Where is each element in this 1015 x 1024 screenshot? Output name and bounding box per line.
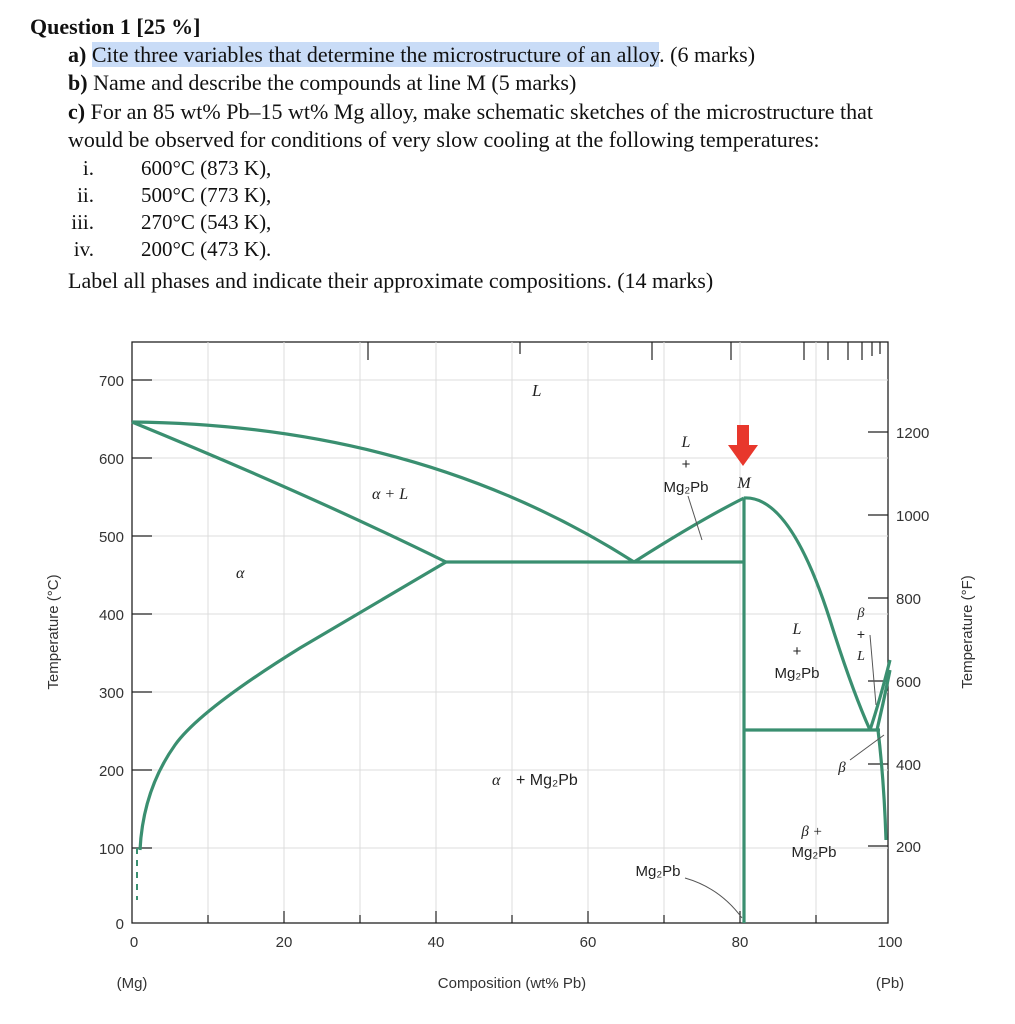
x-left-end-label: (Mg): [117, 975, 148, 992]
label-alpha: α: [236, 565, 245, 582]
liquidus-beta: [868, 659, 892, 731]
liquidus-mg2pb-left: [633, 496, 745, 564]
y-tick-600: 600: [99, 451, 124, 468]
temp-num-2: ii.: [77, 183, 94, 207]
liquidus-mg2pb-right: [743, 496, 872, 731]
leader-mg2pb-upper: [687, 495, 703, 541]
y-tick-400: 400: [99, 607, 124, 624]
y-right-tick-800: 800: [896, 591, 921, 608]
label-liquid: L: [531, 381, 541, 400]
temp-item-3: 270°C (543 K),: [141, 210, 272, 234]
solvus-alpha: [138, 560, 447, 851]
y-tick-0: 0: [116, 916, 124, 933]
temp-item-1: 600°C (873 K),: [141, 156, 272, 180]
x-axis-title: Composition (wt% Pb): [438, 975, 586, 992]
label-l-right: L: [792, 621, 802, 638]
y-tick-500: 500: [99, 529, 124, 546]
x-tick-0: 0: [130, 934, 138, 951]
label-beta-plus: β +: [800, 824, 822, 840]
y-right-axis-title: Temperature (°F): [959, 575, 976, 689]
temp-num-4: iv.: [73, 237, 94, 261]
part-a-highlighted-text: Cite three variables that determine the …: [91, 42, 660, 67]
gridlines: [132, 342, 888, 923]
phase-boundaries: [131, 420, 892, 923]
label-l-upper: L: [681, 434, 691, 451]
leader-beta-l: [869, 634, 877, 706]
y-right-tick-1000: 1000: [896, 508, 929, 525]
solidus-beta: [875, 669, 892, 731]
part-a-label: a): [68, 42, 87, 67]
y-tick-200: 200: [99, 763, 124, 780]
x-tick-40: 40: [428, 934, 445, 951]
part-b-label: b): [68, 70, 88, 95]
x-tick-80: 80: [732, 934, 749, 951]
phase-diagram: 700 600 500 400 300 200 100 0 1200 1000 …: [45, 341, 976, 992]
part-c-line-2: would be observed for conditions of very…: [68, 127, 820, 152]
region-labels: L α + L α L + Mg₂Pb M α + Mg₂Pb Mg₂Pb L …: [236, 381, 865, 880]
x-tick-labels: 0 20 40 60 80 100: [130, 934, 903, 951]
part-a-rest: . (6 marks): [659, 42, 756, 67]
label-plus-upper: +: [682, 456, 691, 473]
temp-num-1: i.: [82, 156, 94, 180]
x-tick-20: 20: [276, 934, 293, 951]
liquidus-left: [131, 420, 635, 564]
leader-mg2pb-line: [684, 877, 743, 919]
label-mg2pb-right: Mg₂Pb: [774, 665, 819, 682]
x-tick-100: 100: [877, 934, 902, 951]
part-c-text-1: For an 85 wt% Pb–15 wt% Mg alloy, make s…: [90, 99, 874, 124]
label-beta-mg2pb: Mg₂Pb: [791, 844, 836, 861]
label-beta: β: [837, 760, 846, 776]
label-beta-l-plus: +: [857, 626, 865, 642]
label-m: M: [736, 475, 752, 492]
y-right-tick-1200: 1200: [896, 425, 929, 442]
temp-item-2: 500°C (773 K),: [141, 183, 272, 207]
part-b: b) Name and describe the compounds at li…: [68, 70, 576, 96]
closing-instruction: Label all phases and indicate their appr…: [68, 268, 714, 293]
part-a: a) Cite three variables that determine t…: [68, 42, 755, 68]
label-beta-l-beta: β: [857, 606, 865, 621]
label-alpha-lower: α: [492, 772, 501, 789]
part-b-text: Name and describe the compounds at line …: [93, 70, 577, 95]
y-tick-100: 100: [99, 841, 124, 858]
temp-item-4: 200°C (473 K).: [141, 237, 272, 261]
y-right-tick-labels: 1200 1000 800 600 400 200: [896, 425, 929, 856]
y-left-axis-title: Temperature (°C): [45, 574, 62, 689]
label-mg2pb-upper: Mg₂Pb: [663, 479, 708, 496]
red-arrow-icon: [728, 425, 758, 466]
y-right-tick-400: 400: [896, 757, 921, 774]
label-plus-right: +: [793, 643, 802, 660]
part-c-line-1: c) For an 85 wt% Pb–15 wt% Mg alloy, mak…: [68, 99, 873, 125]
x-tick-60: 60: [580, 934, 597, 951]
label-alpha-plus-liquid: α + L: [372, 486, 408, 503]
y-left-tick-labels: 700 600 500 400 300 200 100 0: [99, 373, 124, 933]
part-c-label: c): [68, 99, 86, 124]
plot-frame: [131, 341, 889, 924]
temp-num-3: iii.: [71, 210, 94, 234]
solidus-alpha: [131, 420, 447, 564]
leader-beta: [849, 734, 885, 761]
y-right-tick-200: 200: [896, 839, 921, 856]
x-right-end-label: (Pb): [876, 975, 904, 992]
question-title: Question 1 [25 %]: [30, 14, 201, 39]
label-plus-mg2pb: + Mg₂Pb: [516, 772, 578, 789]
label-mg2pb-line: Mg₂Pb: [635, 863, 680, 880]
y-right-tick-600: 600: [896, 674, 921, 691]
leader-lines: [684, 495, 885, 919]
y-tick-700: 700: [99, 373, 124, 390]
label-beta-l-l: L: [856, 649, 865, 664]
y-tick-300: 300: [99, 685, 124, 702]
solvus-beta: [876, 729, 888, 841]
